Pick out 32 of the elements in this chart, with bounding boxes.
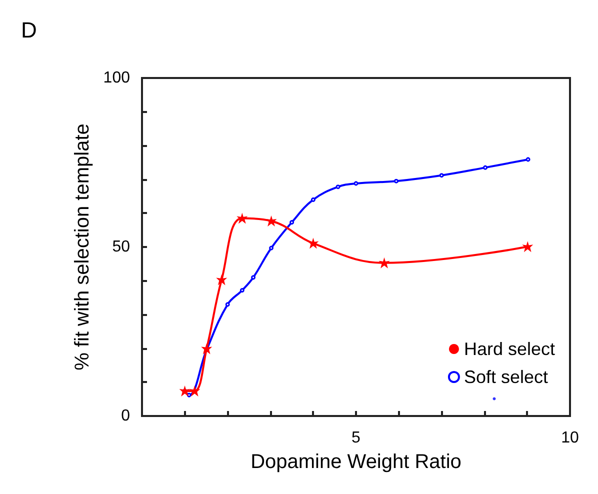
x-tick-label: 5	[352, 430, 361, 446]
y-tick-label: 50	[112, 238, 130, 256]
x-axis-title: Dopamine Weight Ratio	[250, 451, 462, 473]
point	[378, 257, 390, 268]
point	[310, 197, 316, 202]
point	[394, 178, 398, 184]
point	[266, 215, 277, 226]
y-tick-label: 0	[121, 408, 130, 424]
y-tick-label: 100	[103, 70, 130, 86]
point	[308, 238, 319, 249]
legend-label: Hard select	[464, 339, 556, 359]
point	[225, 302, 230, 307]
point	[179, 385, 190, 396]
chart-title: D	[21, 18, 37, 42]
point	[236, 212, 248, 224]
point	[336, 184, 340, 190]
legend-label: Soft select	[464, 367, 548, 387]
point	[269, 246, 274, 250]
point	[240, 288, 244, 293]
point	[522, 241, 534, 252]
point	[251, 275, 256, 280]
point	[290, 220, 294, 225]
point	[201, 343, 212, 354]
point	[492, 397, 496, 400]
y-axis-title: % fit with selection template	[71, 124, 94, 370]
x-tick-label: 10	[561, 430, 579, 446]
point	[483, 165, 488, 170]
point	[216, 274, 228, 286]
point	[189, 385, 200, 396]
point	[526, 157, 530, 162]
point	[439, 173, 444, 178]
point	[354, 181, 358, 186]
